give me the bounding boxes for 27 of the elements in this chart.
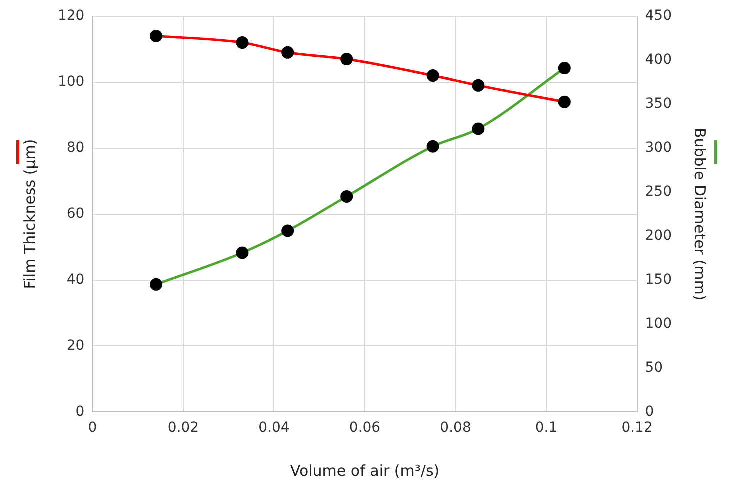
y-tick-label: 100 [58, 74, 85, 90]
y2-tick-label: 250 [645, 184, 672, 200]
y2-tick-label: 400 [645, 52, 672, 68]
y-tick-label: 40 [66, 272, 85, 288]
x-tick-label: 0.12 [622, 420, 653, 436]
x-tick-label: 0.02 [168, 420, 200, 436]
x-tick-label: 0 [88, 420, 98, 436]
y2-tick-label: 100 [645, 316, 672, 332]
x-tick-label: 0.06 [349, 420, 381, 436]
y2-tick-label: 50 [645, 360, 664, 376]
x-tick-label: 0.04 [258, 420, 290, 436]
y2-axis-title: Bubble Diameter (mm) [691, 128, 710, 301]
y-tick-label: 60 [66, 206, 85, 222]
y-tick-label: 120 [58, 8, 85, 24]
y2-tick-label: 150 [645, 272, 672, 288]
y2-tick-label: 450 [645, 8, 672, 24]
y-tick-label: 20 [66, 338, 85, 354]
x-tick-label: 0.1 [535, 420, 558, 436]
y2-tick-label: 0 [645, 404, 654, 420]
y2-tick-label: 300 [645, 140, 672, 156]
x-tick-label: 0.08 [440, 420, 472, 436]
y-tick-label: 0 [76, 404, 85, 420]
y2-tick-label: 350 [645, 96, 672, 112]
x-axis-title: Volume of air (m³/s) [290, 462, 440, 480]
y-axis-title: Film Thickness (µm) [20, 139, 39, 290]
y2-tick-label: 200 [645, 228, 672, 244]
y-tick-label: 80 [66, 140, 85, 156]
